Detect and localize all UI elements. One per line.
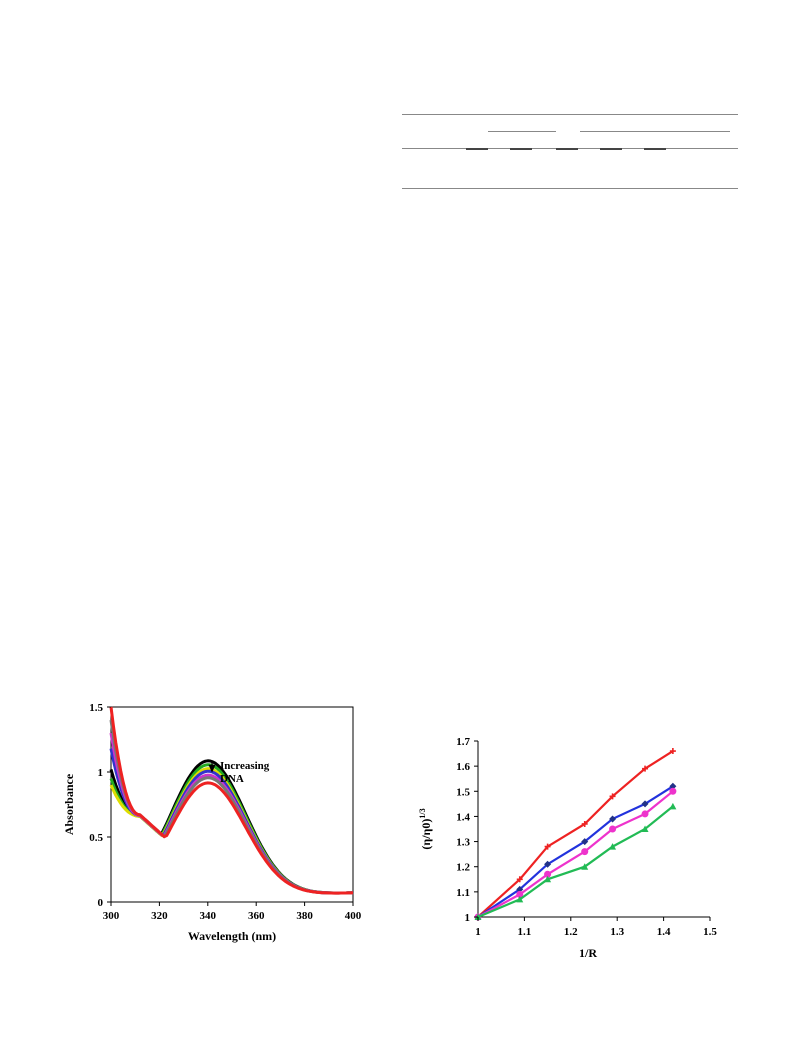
table-bottom-rule: [402, 188, 738, 189]
chart2-y-tick-label: 1.6: [456, 761, 470, 773]
chart2-y-tick-label: 1.7: [456, 736, 470, 748]
chart2-series-2-point: [516, 885, 524, 893]
chart2-series-1-point: [669, 748, 676, 755]
chart2-series-1-point: [516, 876, 523, 883]
chart2-series-4-point: [609, 843, 617, 850]
chart2-x-tick-label: 1.3: [610, 926, 624, 938]
chart2-series-4-point: [669, 802, 677, 810]
chart2-x-tick-label: 1: [475, 926, 481, 938]
chart2-series-line-1: [477, 750, 674, 918]
chart2-series-2-point: [544, 860, 552, 868]
chart2-y-tick-label: 1.3: [456, 837, 470, 849]
chart2-series-1-point: [581, 820, 588, 827]
chart1-y-tick-label: 0.5: [89, 832, 103, 844]
chart1-y-tick-label: 0: [98, 897, 104, 909]
chart1-x-tick-label: 340: [200, 910, 217, 922]
chart2-series-2-point: [609, 815, 617, 823]
chart1-series-line-5: [109, 732, 354, 895]
chart2-series-3-point: [641, 810, 649, 818]
chart2-y-axis-label-main: (η/η0): [419, 819, 433, 850]
chart2-x-tick-label: 1.2: [564, 926, 578, 938]
chart2-series-1-point: [642, 765, 649, 772]
chart1-series-group: [109, 706, 354, 895]
chart1-series-line-6: [109, 719, 354, 895]
chart2-series-1-point: [544, 843, 551, 850]
table-col-mark-4: [600, 148, 622, 150]
chart1-x-axis-label: Wavelength (nm): [188, 929, 276, 943]
chart2-series-3-point: [581, 848, 589, 856]
chart1-y-ticks: 0 0.5 1 1.5: [89, 702, 111, 909]
chart2-y-tick-label: 1: [465, 912, 471, 924]
chart2-series-4-point: [581, 863, 589, 870]
chart1-x-tick-label: 380: [296, 910, 313, 922]
table-col-mark-2: [510, 148, 532, 150]
chart1-annotation-arrowhead: [208, 764, 216, 773]
chart2-x-tick-label: 1.1: [518, 926, 532, 938]
chart2-x-ticks: 1 1.1 1.2 1.3 1.4 1.5: [475, 917, 717, 938]
chart2-series-group: [474, 748, 677, 921]
chart2-x-axis-label: 1/R: [579, 946, 597, 960]
table-col-mark-5: [644, 148, 666, 150]
chart2-series-3-point: [516, 890, 524, 898]
chart1-y-tick-label: 1.5: [89, 702, 103, 714]
chart2-series-3-point: [609, 825, 617, 833]
chart2-y-tick-label: 1.5: [456, 786, 470, 798]
chart2-series-3-point: [544, 870, 552, 878]
viscosity-chart: 1 1.1 1.2 1.3 1.4 1.5 11.11.21.31.41.51.61.7 …: [418, 736, 717, 960]
chart2-y-ticks: 1 1.1 1.2 1.3 1.4 1.5 1.6 1.7: [456, 736, 478, 924]
table-top-rule: [402, 114, 738, 115]
chart1-x-ticks: 300 320 340 360 380 400: [103, 902, 362, 922]
chart1-y-axis-label: Absorbance: [62, 773, 76, 835]
chart1-series-line-7: [109, 706, 354, 895]
chart1-x-tick-label: 400: [345, 910, 362, 922]
chart2-series-4-point: [544, 875, 552, 883]
table-header-underline-2: [580, 131, 730, 132]
chart2-series-4-point: [641, 825, 649, 832]
chart2-series-4-point: [516, 895, 524, 903]
chart2-y-tick-label: 1.1: [456, 887, 470, 899]
chart2-series-2-point: [641, 800, 649, 808]
chart2-series-2-point: [581, 838, 589, 846]
chart1-x-tick-label: 300: [103, 910, 120, 922]
chart2-x-tick-label: 1.4: [657, 926, 671, 938]
chart1-y-tick-label: 1: [98, 767, 104, 779]
chart1-annotation-line2: DNA: [220, 773, 244, 785]
table-header-underline-1: [488, 131, 556, 132]
chart2-series-1-point: [609, 793, 616, 800]
chart1-annotation-line1: Increasing: [220, 760, 270, 772]
chart2-y-axis-label: (η/η0)1/3: [418, 808, 433, 849]
chart2-x-tick-label: 1.5: [703, 926, 717, 938]
chart2-series-3-point: [669, 787, 677, 795]
absorbance-chart: 300 320 340 360 380 400 0 0.5 1 1.5 Wavelength (…: [62, 702, 362, 943]
chart1-plot-frame: [110, 706, 354, 903]
chart2-y-tick-label: 1.2: [456, 862, 470, 874]
chart1-x-tick-label: 320: [151, 910, 168, 922]
chart2-series-2-point: [669, 782, 677, 790]
table-col-mark-1: [466, 148, 488, 150]
chart2-y-tick-label: 1.4: [456, 811, 470, 823]
chart1-x-tick-label: 360: [248, 910, 265, 922]
table-col-mark-3: [556, 148, 578, 150]
chart2-y-axis-label-superscript: 1/3: [418, 808, 427, 818]
